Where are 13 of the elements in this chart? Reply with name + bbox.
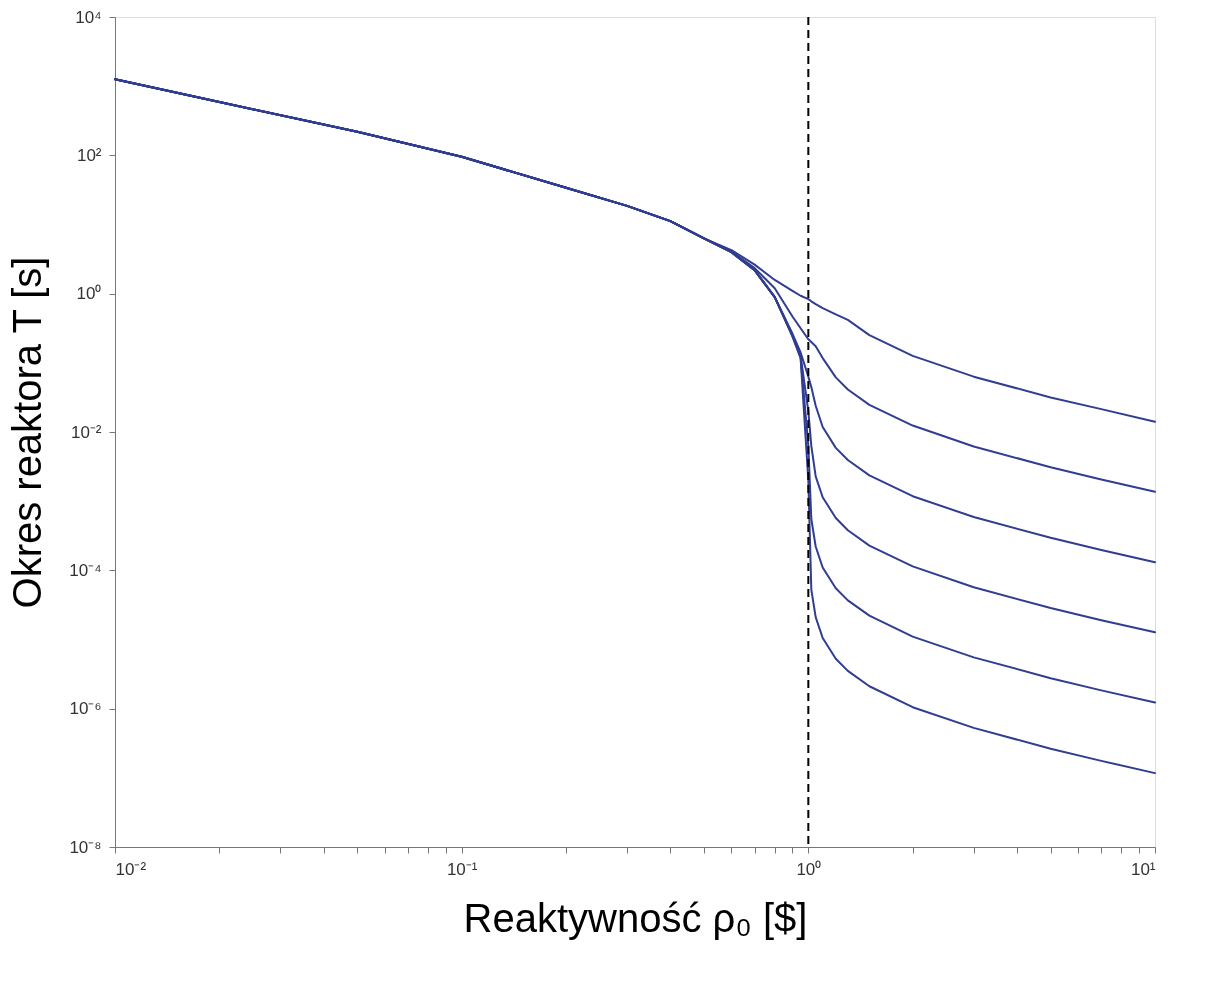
y-axis-title: Okres reaktora T [s] (5, 256, 50, 609)
y-tick-label: 10⁴ (75, 7, 102, 27)
x-tick-label: 10⁻¹ (446, 859, 478, 879)
y-tick-label: 10⁻⁸ (69, 837, 102, 857)
y-tick-label: 10⁻⁴ (69, 560, 102, 580)
y-tick-label: 10⁻² (70, 422, 102, 442)
y-tick-label: 10⁰ (76, 284, 102, 304)
x-tick-label: 10⁰ (796, 859, 822, 879)
y-tick-label: 10² (76, 145, 102, 165)
y-tick-label: 10⁻⁶ (69, 699, 102, 719)
x-axis-title: Reaktywność ρ₀ [$] (463, 895, 808, 940)
x-tick-label: 10⁻² (115, 859, 147, 879)
x-tick-label: 10¹ (1130, 859, 1156, 879)
